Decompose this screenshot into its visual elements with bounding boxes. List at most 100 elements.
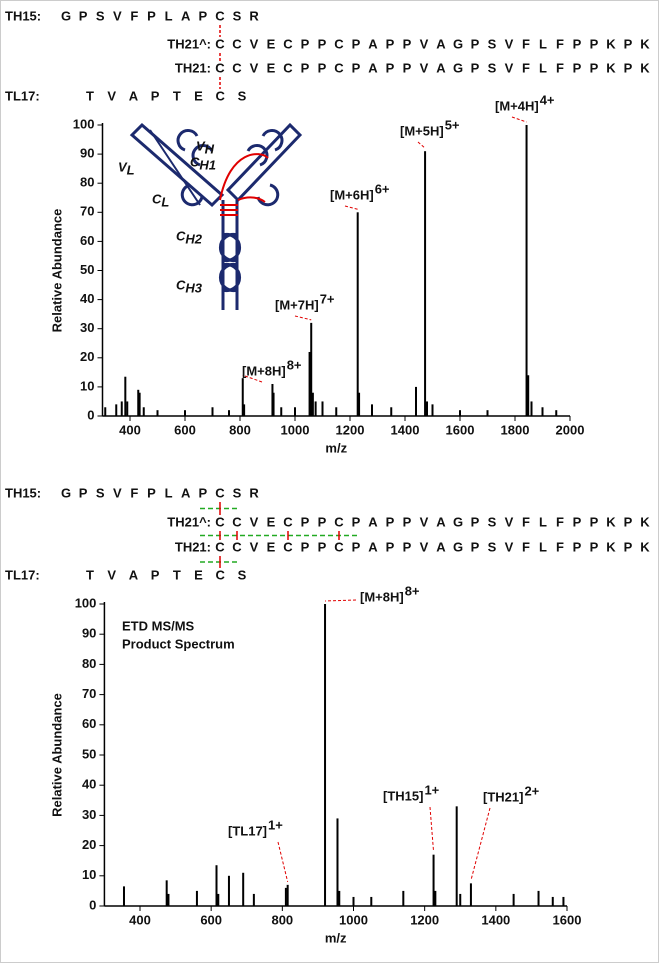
- peak: [294, 407, 296, 416]
- residue: P: [79, 485, 88, 500]
- peak: [431, 404, 434, 416]
- residue: L: [165, 8, 173, 23]
- residue: P: [352, 60, 361, 75]
- peak: [284, 887, 287, 906]
- y-tick-label: 80: [82, 656, 96, 671]
- y-tick-label: 60: [82, 716, 96, 731]
- residue: P: [624, 514, 633, 529]
- residue: F: [130, 8, 138, 23]
- peak: [434, 890, 437, 906]
- annotation-charge: 2+: [524, 783, 539, 798]
- residue: V: [420, 539, 429, 554]
- annotation-charge: 4+: [540, 92, 555, 107]
- residue: P: [147, 8, 156, 23]
- residue: F: [556, 60, 564, 75]
- residue: P: [386, 60, 395, 75]
- residue: E: [267, 60, 276, 75]
- residue: P: [301, 36, 310, 51]
- peak: [551, 896, 554, 906]
- residue: P: [573, 539, 582, 554]
- peak: [138, 392, 141, 416]
- annotation-charge: 1+: [268, 817, 283, 832]
- annotation-charge: 5+: [445, 117, 460, 132]
- peak: [336, 818, 339, 906]
- peak: [215, 865, 218, 906]
- y-tick-label: 10: [80, 378, 94, 393]
- peak: [324, 604, 327, 906]
- peak: [562, 896, 565, 906]
- spectrum-title: Product Spectrum: [122, 636, 235, 651]
- x-tick-label: 1600: [446, 422, 475, 437]
- residue: V: [250, 60, 259, 75]
- peak: [271, 383, 274, 416]
- residue: T: [86, 567, 94, 582]
- residue: S: [488, 514, 497, 529]
- inset-label: V: [118, 159, 128, 174]
- peak: [314, 401, 317, 416]
- annotation-leader: [277, 841, 289, 882]
- peak: [432, 854, 435, 906]
- peak: [124, 376, 127, 416]
- residue: L: [539, 514, 547, 529]
- residue: A: [436, 539, 446, 554]
- residue: A: [181, 485, 191, 500]
- residue: F: [130, 485, 138, 500]
- residue: L: [539, 60, 547, 75]
- x-tick-label: 2000: [556, 422, 585, 437]
- y-tick-label: 80: [80, 175, 94, 190]
- annotation-charge: 7+: [320, 291, 335, 306]
- sequence-label: TH21:: [175, 539, 211, 554]
- peak: [280, 407, 283, 416]
- sequence-label: TH21^:: [167, 36, 211, 51]
- y-tick-label: 60: [80, 233, 94, 248]
- peak: [390, 407, 393, 416]
- residue: G: [453, 514, 463, 529]
- y-tick-label: 90: [80, 146, 94, 161]
- peak: [228, 410, 230, 416]
- peak: [142, 407, 145, 416]
- residue: S: [238, 88, 247, 103]
- residue: P: [301, 60, 310, 75]
- residue: C: [283, 60, 293, 75]
- residue: S: [233, 485, 242, 500]
- residue: K: [640, 60, 650, 75]
- y-tick-label: 90: [82, 626, 96, 641]
- peak: [211, 407, 214, 416]
- residue: C: [232, 539, 242, 554]
- y-tick-label: 40: [80, 291, 94, 306]
- antibody-inset: [129, 122, 303, 310]
- peak: [402, 890, 405, 906]
- peak: [272, 392, 275, 416]
- residue: P: [624, 539, 633, 554]
- annotation-leader: [511, 116, 527, 123]
- annotation-label: [M+8H]: [360, 589, 404, 604]
- residue: S: [488, 60, 497, 75]
- residue: P: [590, 539, 599, 554]
- residue: C: [215, 36, 225, 51]
- residue: P: [573, 60, 582, 75]
- peak: [541, 407, 544, 416]
- peak: [311, 392, 314, 416]
- peak: [459, 410, 461, 416]
- residue: S: [96, 8, 105, 23]
- residue: V: [250, 514, 259, 529]
- residue: P: [573, 36, 582, 51]
- residue: V: [113, 8, 122, 23]
- residue: C: [216, 567, 226, 582]
- peak: [358, 392, 361, 416]
- peak: [308, 351, 311, 416]
- x-tick-label: 600: [174, 422, 196, 437]
- residue: F: [556, 514, 564, 529]
- residue: T: [173, 567, 181, 582]
- annotation-charge: 1+: [424, 782, 439, 797]
- x-tick-label: 1400: [391, 422, 420, 437]
- inset-label-sub: L: [127, 162, 135, 177]
- inset-label-sub: L: [161, 194, 169, 209]
- residue: E: [267, 514, 276, 529]
- peak: [415, 386, 417, 416]
- residue: V: [505, 539, 514, 554]
- residue: A: [436, 60, 446, 75]
- residue: S: [488, 36, 497, 51]
- y-axis-label: Relative Abundance: [49, 209, 64, 333]
- residue: V: [420, 60, 429, 75]
